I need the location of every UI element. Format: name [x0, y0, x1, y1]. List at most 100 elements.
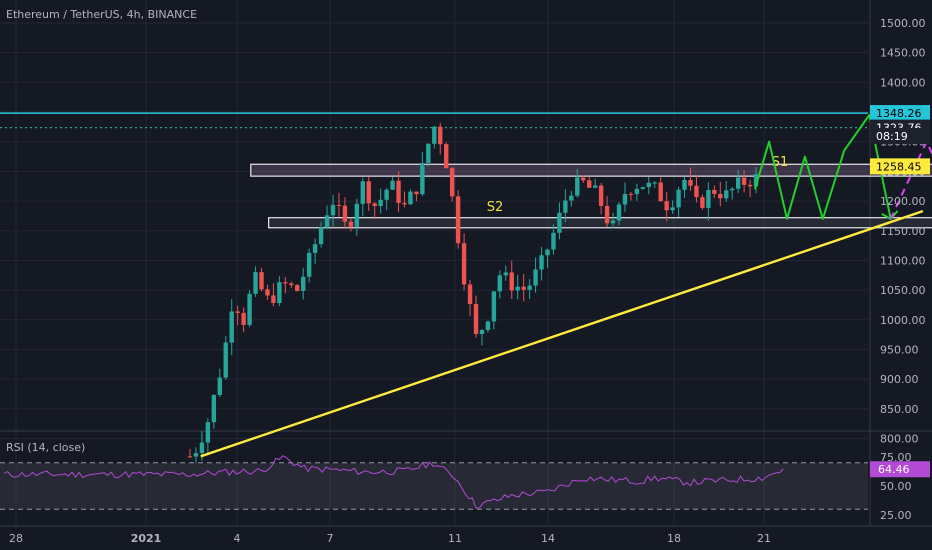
candle-body — [718, 193, 723, 199]
candle-body — [420, 162, 425, 195]
candle-body — [336, 204, 342, 206]
candle-body — [414, 191, 419, 195]
time-tick-label: 11 — [448, 532, 462, 545]
candle-body — [432, 126, 437, 144]
price-tick-label: 1200.00 — [880, 195, 926, 208]
candle-body — [199, 442, 205, 454]
candle-body — [581, 177, 586, 181]
candle-body — [253, 272, 258, 294]
candle-body — [503, 272, 508, 276]
candle-body — [545, 249, 550, 256]
candle-body — [372, 203, 377, 207]
candle-body — [724, 190, 729, 199]
time-tick-label: 21 — [757, 532, 771, 545]
candle-body — [318, 227, 324, 245]
price-axis[interactable]: 800.00 850.00 900.00 950.00 1000.00 1050.00 11… — [880, 17, 926, 522]
candle-body — [330, 204, 336, 216]
rsi-tick-label: 25.00 — [880, 509, 912, 522]
candle-body — [616, 204, 622, 221]
candle-body — [444, 144, 449, 169]
candle-body — [664, 201, 669, 211]
candle-body — [348, 221, 354, 227]
candle-body — [354, 203, 360, 227]
candle-body — [229, 311, 234, 343]
time-axis[interactable]: 28 2021 4 7 11 14 18 21 — [9, 532, 771, 545]
price-tag-text: 1348.26 — [876, 107, 922, 120]
candle-body — [438, 126, 443, 145]
candle-body — [646, 182, 651, 188]
ascending-trendline — [200, 210, 924, 458]
candle-body — [604, 205, 610, 224]
candle-body — [592, 185, 598, 188]
candle-body — [610, 220, 616, 224]
price-tick-label: 1000.00 — [880, 314, 926, 327]
candle-body — [491, 291, 497, 322]
candle-body — [277, 282, 282, 304]
price-tag — [870, 128, 930, 144]
candle-body — [265, 289, 270, 296]
trendline — [200, 210, 924, 458]
candles — [187, 122, 759, 464]
candle-body — [384, 189, 389, 200]
rsi-line — [3, 455, 784, 509]
candle-body — [682, 179, 687, 190]
candle-body — [587, 180, 592, 188]
time-tick-label: 2021 — [131, 532, 162, 545]
candle-body — [628, 194, 634, 196]
time-tick-label: 7 — [327, 532, 334, 545]
candle-body — [473, 303, 479, 334]
price-tick-label: 1450.00 — [880, 47, 926, 60]
candle-body — [735, 177, 741, 189]
candle-body — [241, 312, 246, 325]
price-tick-label: 850.00 — [880, 403, 919, 416]
horizontal-lines — [0, 112, 868, 129]
candle-body — [479, 330, 485, 334]
price-tick-label: 1400.00 — [880, 76, 926, 89]
candle-body — [652, 182, 657, 184]
rsi-band — [0, 462, 868, 510]
candle-body — [467, 284, 473, 304]
support-zones: S1 S2 — [250, 155, 932, 229]
candle-body — [235, 311, 240, 313]
candle-body — [259, 272, 264, 290]
time-tick-label: 14 — [541, 532, 555, 545]
candle-body — [700, 197, 705, 208]
price-tag-text: 1258.45 — [876, 160, 922, 173]
price-tick-label: 800.00 — [880, 433, 919, 446]
grid — [0, 0, 932, 527]
candle-body — [247, 293, 252, 325]
candle-body — [658, 182, 663, 202]
candle-body — [622, 194, 628, 205]
candle-body — [301, 276, 306, 291]
time-tick-label: 28 — [9, 532, 23, 545]
candle-body — [747, 184, 753, 187]
candle-body — [390, 180, 395, 190]
candle-body — [205, 422, 211, 443]
candle-body — [521, 286, 526, 290]
chart-title: Ethereum / TetherUS, 4h, BINANCE — [6, 8, 197, 21]
candle-body — [706, 189, 711, 208]
candle-body — [670, 207, 675, 211]
candle-body — [575, 177, 580, 196]
candle-body — [634, 188, 640, 195]
candle-body — [712, 189, 717, 194]
support-zone — [268, 217, 932, 229]
price-tick-label: 1050.00 — [880, 284, 926, 297]
price-tick-label: 900.00 — [880, 373, 919, 386]
rsi-value-tag — [870, 461, 930, 478]
candle-body — [730, 188, 735, 191]
candle-body — [312, 244, 318, 253]
candle-body — [378, 199, 383, 207]
candle-body — [306, 252, 312, 277]
candle-body — [497, 275, 503, 292]
time-tick-label: 18 — [667, 532, 681, 545]
candle-body — [449, 168, 455, 197]
candle-body — [402, 202, 407, 205]
candle-body — [324, 215, 330, 228]
candle-body — [211, 394, 217, 423]
price-tick-label: 1150.00 — [880, 225, 926, 238]
candle-body — [598, 185, 604, 206]
